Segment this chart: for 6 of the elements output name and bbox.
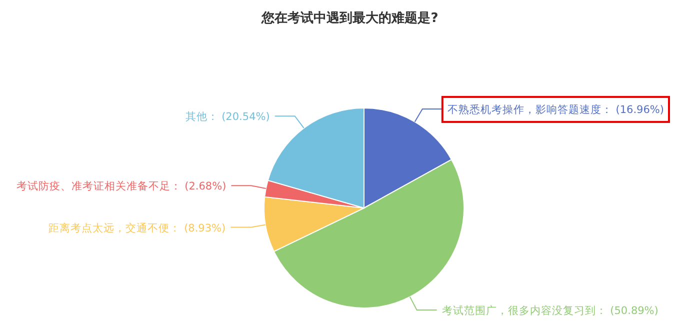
slice-label: 其他： (20.54%) xyxy=(185,110,270,124)
slice-label: 距离考点太远，交通不便： (8.93%) xyxy=(48,221,226,234)
slice-label: 考试防疫、准考证相关准备不足： (2.68%) xyxy=(16,180,226,193)
chart-title: 您在考试中遇到最大的难题是? xyxy=(260,10,438,26)
slice-label: 考试范围广，很多内容没复习到： (50.89%) xyxy=(442,304,658,317)
slice-label: 不熟悉机考操作，影响答题速度： (16.96%) xyxy=(447,102,664,116)
